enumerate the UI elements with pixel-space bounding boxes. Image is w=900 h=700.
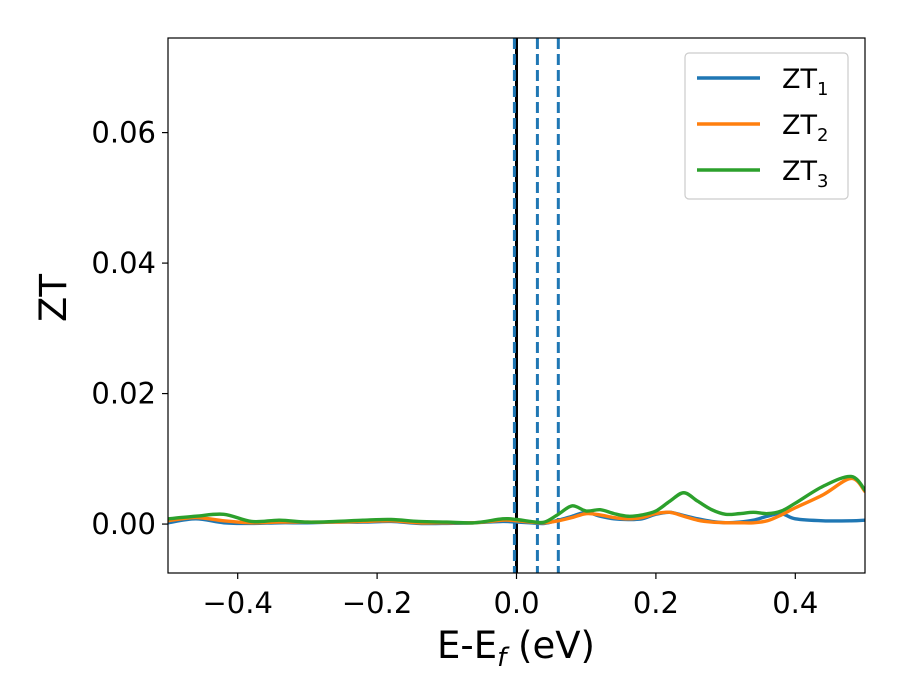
y-tick-label: 0.04 [91, 246, 156, 280]
x-tick-label: 0.2 [633, 586, 679, 620]
series-line-zt3 [168, 474, 865, 525]
y-tick-label: 0.00 [91, 507, 156, 541]
y-tick-label: 0.02 [91, 377, 156, 411]
legend: ZT1 ZT2 ZT3 [684, 52, 849, 200]
y-axis-label: ZT [32, 274, 75, 322]
legend-box [684, 52, 849, 200]
x-tick-label: 0.4 [772, 586, 818, 620]
y-axis-ticks: 0.00 0.02 0.04 0.06 [91, 116, 168, 541]
reference-lines [512, 38, 560, 573]
x-tick-label: 0.0 [493, 586, 539, 620]
legend-label-zt1: ZT1 [782, 64, 828, 100]
x-axis-label: E-Ef (eV) [437, 624, 595, 673]
x-tick-label: −0.4 [202, 586, 272, 620]
legend-label-zt2: ZT2 [782, 110, 828, 146]
x-tick-label: −0.2 [342, 586, 412, 620]
series-lines [168, 474, 865, 526]
x-axis-ticks: −0.4 −0.2 0.0 0.2 0.4 [202, 573, 818, 620]
y-tick-label: 0.06 [91, 116, 156, 150]
legend-label-zt3: ZT3 [782, 156, 828, 192]
